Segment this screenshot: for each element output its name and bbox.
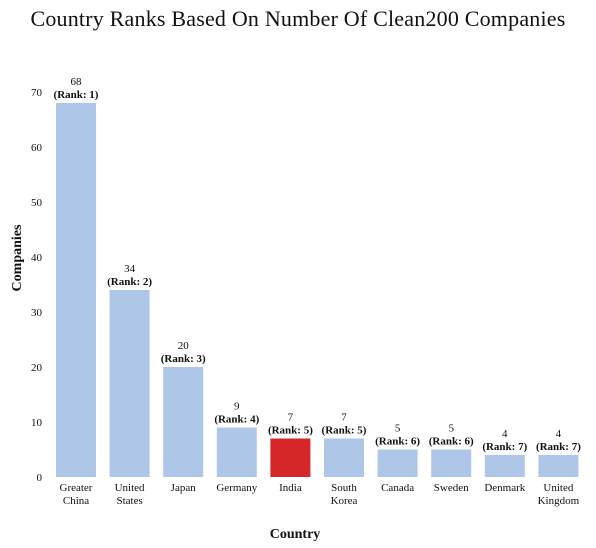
data-label-rank: (Rank: 6) <box>429 436 474 448</box>
y-tick-label: 60 <box>31 142 43 154</box>
bar-japan <box>163 367 204 477</box>
y-tick-label: 0 <box>37 472 43 484</box>
bar-united-kingdom <box>538 455 579 477</box>
x-tick-label: Greater China <box>60 482 93 507</box>
data-label-rank: (Rank: 1) <box>54 89 99 101</box>
y-tick-label: 70 <box>31 87 43 99</box>
bar-labels: 68(Rank: 1)34(Rank: 2)20(Rank: 3)9(Rank:… <box>54 76 582 453</box>
bar-greater-china <box>56 103 96 477</box>
bar-united-states <box>109 290 150 477</box>
y-tick-label: 50 <box>31 197 43 209</box>
data-label-value: 5 <box>395 423 401 435</box>
data-label-value: 4 <box>502 428 508 440</box>
x-tick-label: India <box>279 482 302 494</box>
bar-india <box>270 438 311 477</box>
data-label-rank: (Rank: 7) <box>536 441 581 453</box>
y-tick-label: 30 <box>31 307 43 319</box>
data-label-rank: (Rank: 6) <box>375 436 420 448</box>
y-tick-label: 40 <box>31 252 43 264</box>
data-label-rank: (Rank: 5) <box>268 425 313 437</box>
x-tick-label: Japan <box>171 482 197 494</box>
x-axis-label: Country <box>270 527 321 542</box>
data-label-value: 34 <box>124 263 136 275</box>
data-label-rank: (Rank: 2) <box>107 276 152 288</box>
data-label-value: 20 <box>178 340 190 352</box>
data-label-value: 7 <box>341 412 347 424</box>
data-label-value: 68 <box>71 76 83 88</box>
data-label-rank: (Rank: 5) <box>322 425 367 437</box>
x-axis-ticks: Greater China United States Japan Germany Indi… <box>60 482 580 507</box>
x-tick-label: South Korea <box>331 482 358 507</box>
y-axis-ticks: 0 10 20 30 40 50 60 70 <box>31 87 43 484</box>
y-tick-label: 20 <box>31 362 43 374</box>
data-label-value: 4 <box>556 428 562 440</box>
x-tick-label: United Kingdom <box>538 482 580 507</box>
data-label-value: 9 <box>234 401 240 413</box>
data-label-rank: (Rank: 4) <box>214 414 259 426</box>
data-label-rank: (Rank: 3) <box>161 353 206 365</box>
bar-denmark <box>484 455 525 477</box>
bar-canada <box>377 449 418 477</box>
y-tick-label: 10 <box>31 417 43 429</box>
data-label-value: 7 <box>288 412 294 424</box>
y-axis-label: Companies <box>10 224 25 291</box>
bar-sweden <box>431 449 472 477</box>
x-tick-label: United States <box>115 482 145 507</box>
x-tick-label: Sweden <box>434 482 469 494</box>
bar-south-korea <box>324 438 364 477</box>
data-label-rank: (Rank: 7) <box>482 441 527 453</box>
data-label-value: 5 <box>448 423 454 435</box>
x-tick-label: Denmark <box>484 482 525 494</box>
x-tick-label: Canada <box>381 482 414 494</box>
chart-title: Country Ranks Based On Number Of Clean20… <box>30 6 566 31</box>
bars <box>56 103 579 477</box>
bar-germany <box>216 427 257 477</box>
x-tick-label: Germany <box>216 482 257 494</box>
